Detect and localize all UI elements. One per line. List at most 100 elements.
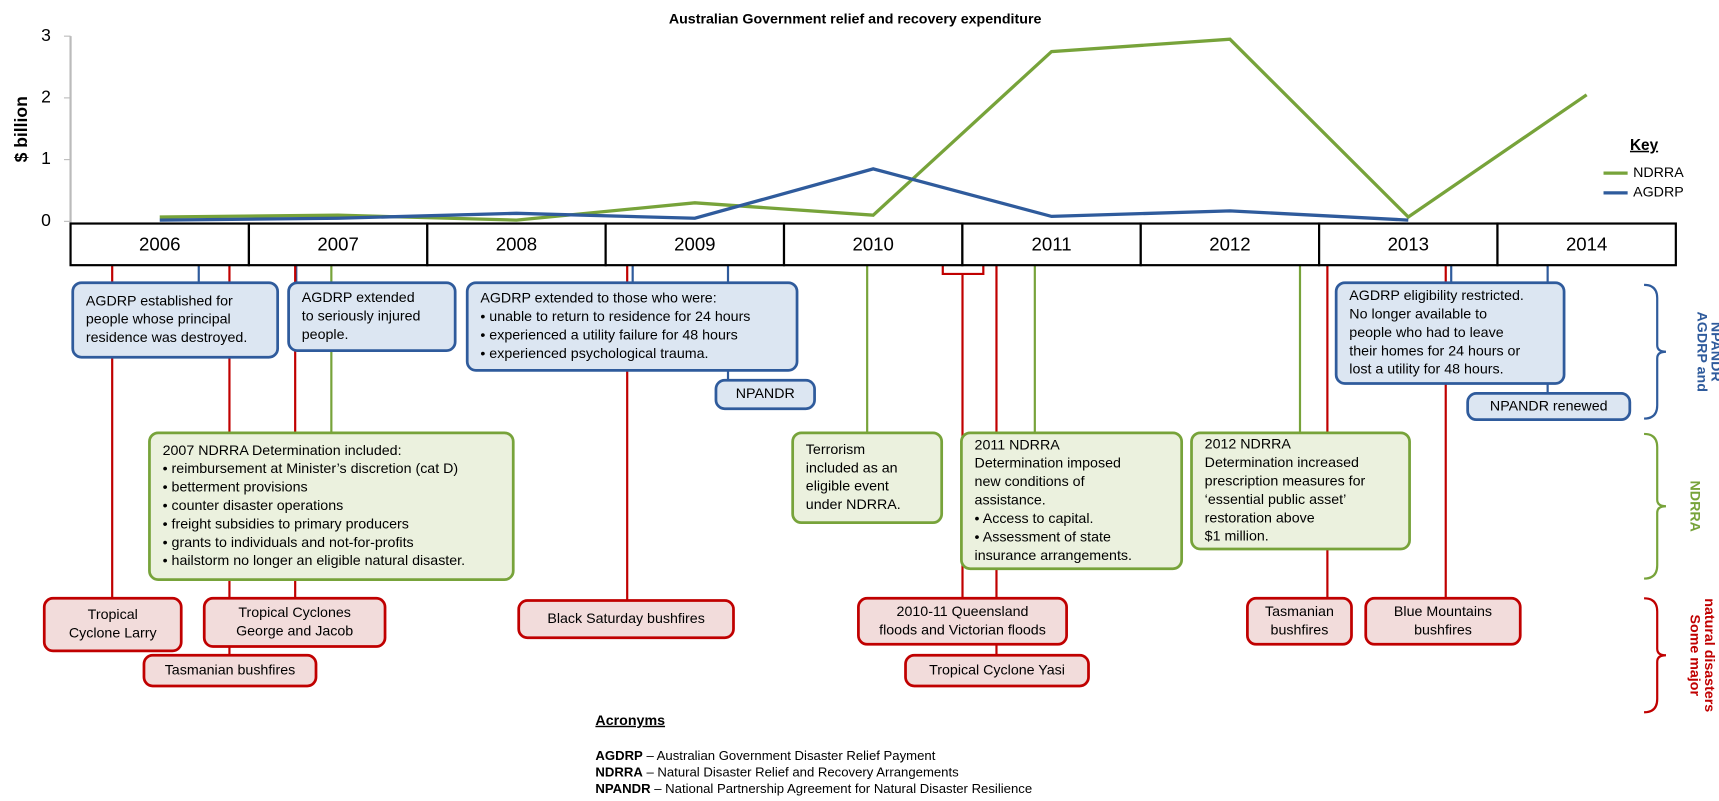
acronym-definition: – National Partnership Agreement for Nat… bbox=[651, 782, 1033, 797]
note-text: bushfires bbox=[1271, 622, 1329, 638]
side-label: Some major bbox=[1687, 615, 1703, 697]
y-tick-label: 0 bbox=[41, 210, 51, 230]
note-box bbox=[148, 431, 515, 582]
legend-label: AGDRP bbox=[1633, 185, 1684, 201]
note-text: assistance. bbox=[975, 493, 1046, 509]
side-label: natural disasters bbox=[1701, 598, 1717, 712]
note-text: • betterment provisions bbox=[163, 480, 308, 496]
x-tick-label: 2014 bbox=[1566, 233, 1607, 254]
note-box bbox=[857, 596, 1068, 646]
acronym: NDRRA – Natural Disaster Relief and Reco… bbox=[595, 765, 959, 780]
note-text: No longer available to bbox=[1349, 306, 1487, 322]
note-text: Blue Mountains bbox=[1394, 604, 1492, 620]
note-text: people whose principal bbox=[86, 312, 231, 328]
note-box bbox=[1190, 431, 1411, 551]
legend-label: NDRRA bbox=[1633, 165, 1684, 181]
year-cell bbox=[247, 222, 429, 267]
note-text: 2010-11 Queensland bbox=[897, 604, 1029, 620]
brace bbox=[1644, 283, 1667, 420]
note-text: Tropical Cyclones bbox=[238, 605, 351, 621]
side-label: AGDRP and bbox=[1693, 312, 1709, 392]
brace bbox=[1644, 432, 1667, 580]
y-tick-label: 1 bbox=[41, 148, 51, 168]
note-text: • hailstorm no longer an eligible natura… bbox=[163, 553, 466, 569]
brace bbox=[1644, 597, 1667, 714]
note-text: 2011 NDRRA bbox=[975, 437, 1061, 453]
side-label: NPANDR bbox=[1708, 322, 1719, 382]
note-box bbox=[904, 653, 1090, 688]
y-tick-label: 3 bbox=[41, 25, 51, 45]
acronym-term: AGDRP bbox=[595, 749, 643, 764]
note-text: • Assessment of state bbox=[975, 529, 1111, 545]
note-box bbox=[287, 281, 457, 353]
note-box bbox=[1466, 392, 1632, 422]
note-text: • experienced a utility failure for 48 h… bbox=[480, 328, 737, 344]
acronyms-title: Acronyms bbox=[595, 713, 665, 729]
note-text: • counter disaster operations bbox=[163, 498, 344, 514]
side-label: NDRRA bbox=[1687, 481, 1703, 532]
note-text: AGDRP established for bbox=[86, 293, 233, 309]
note-text: • experienced psychological trauma. bbox=[480, 346, 708, 362]
note-text: • reimbursement at Minister’s discretion… bbox=[163, 461, 459, 477]
note-text: to seriously injured bbox=[302, 308, 421, 324]
note-text: 2012 NDRRA bbox=[1205, 437, 1292, 453]
note-text: Tasmanian bbox=[1265, 604, 1334, 620]
note-box bbox=[465, 281, 799, 372]
note-text: lost a utility for 48 hours. bbox=[1349, 362, 1503, 378]
note-text: Determination increased bbox=[1205, 455, 1359, 471]
note-text: people who had to leave bbox=[1349, 325, 1503, 341]
note-box bbox=[1334, 281, 1566, 385]
x-tick-label: 2010 bbox=[852, 233, 893, 254]
note-box bbox=[960, 431, 1184, 571]
note-box bbox=[1246, 596, 1353, 646]
note-box bbox=[71, 281, 280, 359]
year-cell bbox=[961, 222, 1142, 267]
note-text: under NDRRA. bbox=[806, 497, 901, 513]
x-tick-label: 2011 bbox=[1032, 233, 1072, 254]
note-text: Tropical bbox=[88, 607, 138, 623]
year-cell bbox=[1318, 222, 1499, 267]
acronym: NPANDR – National Partnership Agreement … bbox=[595, 782, 1032, 797]
note-box bbox=[791, 431, 944, 525]
note-text: 2007 NDRRA Determination included: bbox=[163, 443, 402, 459]
note-box bbox=[142, 653, 318, 688]
y-tick-label: 2 bbox=[41, 87, 51, 107]
x-tick-label: 2006 bbox=[139, 233, 180, 254]
note-text: prescription measures for bbox=[1205, 473, 1366, 489]
note-text: new conditions of bbox=[975, 474, 1085, 490]
note-box bbox=[202, 596, 387, 648]
note-text: Terrorism bbox=[806, 442, 865, 458]
acronym-definition: – Natural Disaster Relief and Recovery A… bbox=[643, 765, 959, 780]
legend-title: Key bbox=[1630, 137, 1659, 154]
x-tick-label: 2012 bbox=[1209, 233, 1250, 254]
note-box bbox=[1364, 596, 1522, 646]
year-cell bbox=[1139, 222, 1321, 267]
note-text: NPANDR renewed bbox=[1490, 398, 1608, 414]
note-text: restoration above bbox=[1205, 510, 1315, 526]
note-text: Tropical Cyclone Yasi bbox=[929, 662, 1065, 678]
series-line bbox=[159, 167, 1409, 222]
acronym-definition: – Australian Government Disaster Relief … bbox=[643, 749, 936, 764]
note-text: floods and Victorian floods bbox=[879, 622, 1046, 638]
bracket bbox=[941, 265, 985, 281]
note-text: ‘essential public asset’ bbox=[1205, 492, 1347, 508]
note-text: NPANDR bbox=[736, 386, 795, 402]
note-text: residence was destroyed. bbox=[86, 330, 247, 346]
note-text: bushfires bbox=[1414, 622, 1472, 638]
acronym-term: NDRRA bbox=[595, 765, 643, 780]
x-tick-label: 2007 bbox=[317, 233, 358, 254]
x-tick-label: 2013 bbox=[1388, 233, 1429, 254]
note-text: AGDRP extended bbox=[302, 290, 415, 306]
chart-title: Australian Government relief and recover… bbox=[669, 11, 1042, 27]
note-text: people. bbox=[302, 327, 349, 343]
note-text: AGDRP extended to those who were: bbox=[480, 291, 716, 307]
note-text: • freight subsidies to primary producers bbox=[163, 516, 409, 532]
note-text: Determination imposed bbox=[975, 456, 1121, 472]
note-text: Black Saturday bushfires bbox=[547, 611, 704, 627]
year-cell bbox=[1496, 222, 1677, 267]
note-box bbox=[517, 599, 735, 640]
acronym-term: NPANDR bbox=[595, 782, 651, 797]
note-text: • unable to return to residence for 24 h… bbox=[480, 309, 750, 325]
note-text: AGDRP eligibility restricted. bbox=[1349, 288, 1524, 304]
